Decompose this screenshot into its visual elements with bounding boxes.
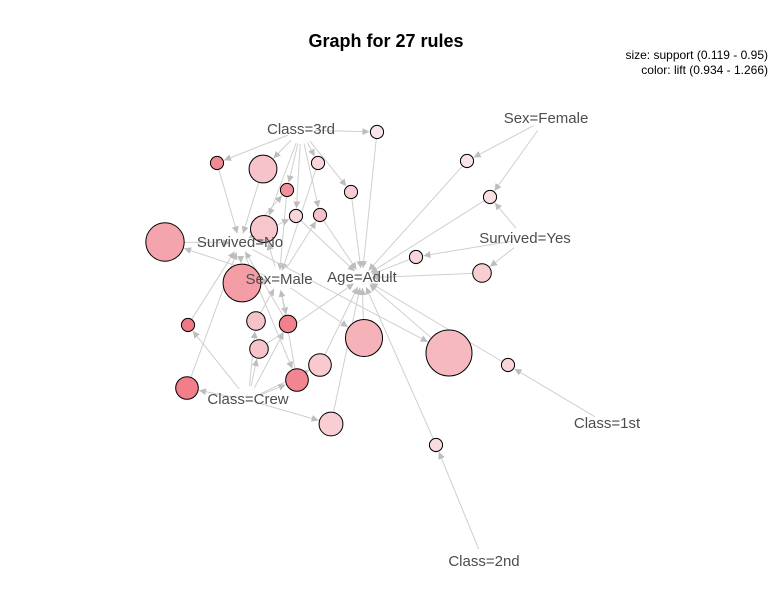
rule-nodes-layer [145, 124, 516, 453]
rule-node-r9 [312, 207, 328, 223]
edge-r24-to-ageAdult [359, 287, 367, 320]
edge-r13-to-ageAdult [371, 272, 473, 281]
edge-r3-to-survivedNo [241, 182, 260, 234]
rule-node-r15 [222, 263, 262, 303]
edge-r17-to-sexMale [260, 288, 275, 314]
rule-node-r10 [459, 153, 475, 169]
item-label-survivedNo: Survived=No [197, 234, 283, 251]
rule-node-r14 [145, 222, 185, 262]
edge-r19-to-survivedNo [244, 251, 284, 317]
item-labels-layer: Class=3rd Sex=Female Survived=No Survived=Y… [197, 110, 641, 570]
rule-node-r27 [428, 437, 444, 453]
edge-class3rd-to-r8 [293, 143, 301, 209]
edge-classCrew-to-r23 [261, 403, 319, 422]
rule-node-r1 [369, 124, 385, 140]
rule-node-r8 [288, 208, 304, 224]
item-label-class1st: Class=1st [574, 415, 641, 432]
graph-title: Graph for 27 rules [308, 31, 463, 51]
item-label-class2nd: Class=2nd [448, 553, 519, 570]
edge-r11-to-ageAdult [370, 200, 485, 274]
edge-r6-to-ageAdult [351, 198, 364, 269]
edge-classCrew-to-r21 [260, 384, 286, 396]
edge-r8-to-ageAdult [300, 220, 356, 272]
edge-class3rd-to-r9 [303, 143, 321, 208]
edge-class3rd-to-r2 [223, 134, 289, 161]
item-label-sexMale: Sex=Male [245, 271, 312, 288]
edge-class3rd-to-r1 [314, 128, 370, 136]
rule-node-r21 [285, 368, 309, 392]
edge-class3rd-to-r7 [268, 142, 297, 216]
edge-survivedYes-to-r12 [423, 240, 512, 259]
item-label-sexFemale: Sex=Female [504, 110, 589, 127]
edge-class3rd-to-r6 [309, 140, 347, 187]
edge-class3rd-to-r5 [286, 143, 299, 183]
edge-survivedYes-to-r13 [489, 247, 515, 268]
edge-classCrew-to-r18 [250, 358, 259, 387]
item-label-classCrew: Class=Crew [207, 391, 288, 408]
rule-node-r24 [344, 318, 384, 358]
item-label-survivedYes: Survived=Yes [479, 230, 571, 247]
rule-node-r12 [408, 249, 424, 265]
rule-node-r23 [318, 411, 344, 437]
rule-node-r11 [482, 189, 498, 205]
edge-r14-to-survivedNo [184, 239, 231, 247]
edge-classCrew-to-r16 [192, 330, 240, 390]
edge-classCrew-to-r22 [198, 388, 235, 398]
item-label-ageAdult: Age=Adult [327, 269, 397, 286]
rule-node-r4 [310, 155, 326, 171]
edge-r12-to-ageAdult [371, 258, 411, 276]
rule-node-r17 [246, 311, 266, 331]
edge-r25-to-ageAdult [369, 284, 432, 339]
edge-r16-to-survivedNo [191, 251, 236, 320]
rule-node-r3 [248, 154, 278, 184]
rule-node-r25 [425, 329, 473, 377]
edge-r9-to-ageAdult [323, 220, 357, 270]
edge-class2nd-to-r27 [438, 451, 480, 550]
rule-node-r5 [279, 182, 295, 198]
rule-node-r20 [308, 353, 332, 377]
edge-r1-to-ageAdult [360, 138, 377, 269]
legend-size: size: support (0.119 - 0.95) [625, 48, 768, 62]
edge-r27-to-ageAdult [365, 286, 434, 440]
edge-r18-to-ageAdult [266, 283, 355, 345]
item-label-class3rd: Class=3rd [267, 121, 335, 138]
edge-survivedYes-to-r11 [494, 202, 517, 229]
edge-r23-to-ageAdult [332, 287, 362, 413]
rule-node-r7 [250, 215, 278, 243]
rule-node-r19 [278, 314, 298, 334]
edge-survivedNo-to-r25 [252, 249, 428, 343]
rule-node-r2 [209, 155, 225, 171]
edge-sexMale-to-r24 [290, 287, 349, 328]
edge-classCrew-to-r17 [248, 331, 258, 387]
edge-sexFemale-to-r11 [494, 130, 539, 192]
edges-layer [184, 125, 596, 550]
rule-node-r16 [180, 317, 196, 333]
edge-class3rd-to-r3 [273, 139, 292, 159]
edge-sexMale-to-r9 [286, 221, 317, 269]
edge-sexFemale-to-r10 [473, 125, 534, 158]
rule-node-r6 [343, 184, 359, 200]
edge-r10-to-ageAdult [368, 165, 463, 271]
edge-class3rd-to-r4 [306, 142, 315, 157]
legend-color: color: lift (0.934 - 1.266) [641, 63, 768, 77]
rule-node-r26 [500, 357, 516, 373]
rule-node-r22 [175, 376, 199, 400]
rule-node-r13 [472, 263, 492, 283]
edge-r2-to-survivedNo [218, 169, 239, 234]
edge-classCrew-to-r19 [254, 332, 284, 388]
edge-sexMale-to-r7 [266, 242, 276, 267]
edge-r26-to-ageAdult [370, 282, 503, 363]
rule-node-r18 [249, 339, 269, 359]
edge-r5-to-sexMale [277, 196, 287, 271]
edge-class1st-to-r26 [514, 368, 596, 418]
edge-r7-to-survivedNo [248, 231, 257, 239]
